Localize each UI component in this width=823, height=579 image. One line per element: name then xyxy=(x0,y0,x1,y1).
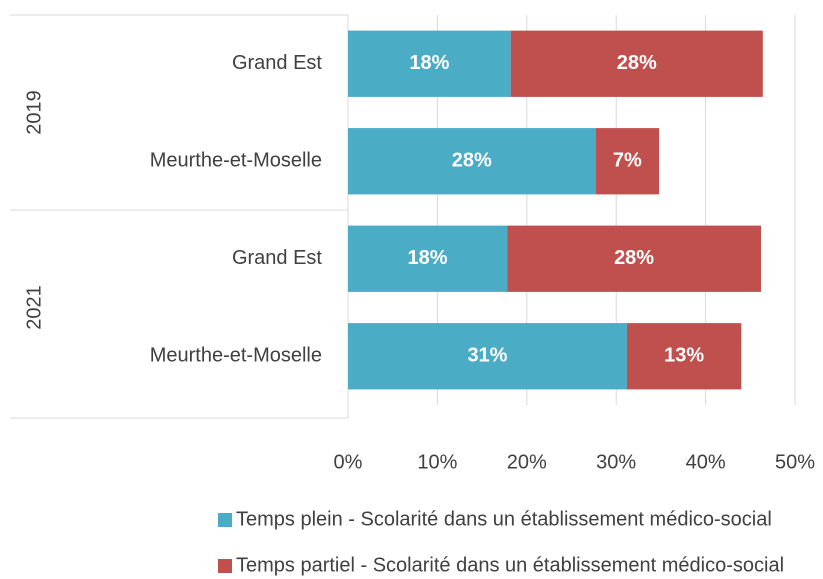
x-tick-label: 10% xyxy=(417,451,457,473)
bar-segment xyxy=(510,30,763,97)
data-label: 31% xyxy=(467,345,507,367)
x-tick-label: 40% xyxy=(686,451,726,473)
group-label: 2019 xyxy=(23,90,45,135)
data-label: 18% xyxy=(408,247,448,269)
legend-swatch xyxy=(218,559,232,573)
y-tick-label: Meurthe-et-Moselle xyxy=(150,150,322,172)
data-label: 13% xyxy=(664,345,704,367)
data-label: 7% xyxy=(613,150,642,172)
x-tick-label: 20% xyxy=(507,451,547,473)
data-label: 28% xyxy=(452,150,492,172)
legend-swatch xyxy=(218,513,232,527)
bar-segment xyxy=(595,128,660,195)
bar-segment xyxy=(348,225,508,292)
data-label: 18% xyxy=(409,52,449,74)
y-tick-label: Grand Est xyxy=(232,247,322,269)
bar-segment xyxy=(626,323,742,390)
bar-segment xyxy=(348,323,627,390)
bar-segment xyxy=(348,128,596,195)
y-tick-label: Meurthe-et-Moselle xyxy=(150,345,322,367)
y-tick-label: Grand Est xyxy=(232,52,322,74)
bar-segment xyxy=(507,225,762,292)
legend-label: Temps plein - Scolarité dans un établiss… xyxy=(236,508,772,530)
x-tick-label: 0% xyxy=(334,451,363,473)
data-label: 28% xyxy=(614,247,654,269)
legend-label: Temps partiel - Scolarité dans un établi… xyxy=(236,554,784,576)
group-label: 2021 xyxy=(23,285,45,330)
bar-segment xyxy=(348,30,511,97)
x-tick-label: 50% xyxy=(775,451,815,473)
data-label: 28% xyxy=(617,52,657,74)
x-tick-label: 30% xyxy=(596,451,636,473)
